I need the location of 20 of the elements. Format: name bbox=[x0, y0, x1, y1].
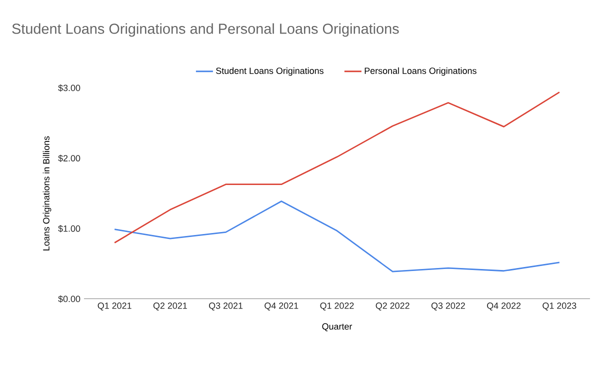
legend-label: Student Loans Originations bbox=[216, 67, 324, 76]
x-tick-label: Q3 2022 bbox=[431, 302, 465, 310]
x-axis-title: Quarter bbox=[322, 323, 352, 332]
y-tick-label: $3.00 bbox=[58, 84, 80, 92]
x-tick-label: Q4 2021 bbox=[264, 302, 298, 310]
y-tick-label: $2.00 bbox=[58, 154, 80, 162]
line-series bbox=[114, 200, 560, 272]
x-tick-label: Q3 2021 bbox=[209, 302, 243, 310]
legend-label: Personal Loans Originations bbox=[364, 67, 476, 76]
line-series bbox=[114, 92, 560, 244]
x-tick-label: Q1 2021 bbox=[98, 302, 132, 310]
y-axis-title: Loans Originations in Billions bbox=[42, 136, 52, 250]
x-tick-label: Q1 2023 bbox=[542, 302, 576, 310]
y-tick-label: $1.00 bbox=[58, 225, 80, 232]
x-tick-label: Q2 2021 bbox=[153, 302, 187, 310]
chart-title: Student Loans Originations and Personal Loans Originations bbox=[12, 23, 399, 37]
x-tick-label: Q1 2022 bbox=[320, 302, 354, 310]
x-tick-label: Q2 2022 bbox=[376, 302, 410, 310]
x-tick-label: Q4 2022 bbox=[487, 302, 521, 310]
y-tick-label: $0.00 bbox=[58, 295, 80, 303]
